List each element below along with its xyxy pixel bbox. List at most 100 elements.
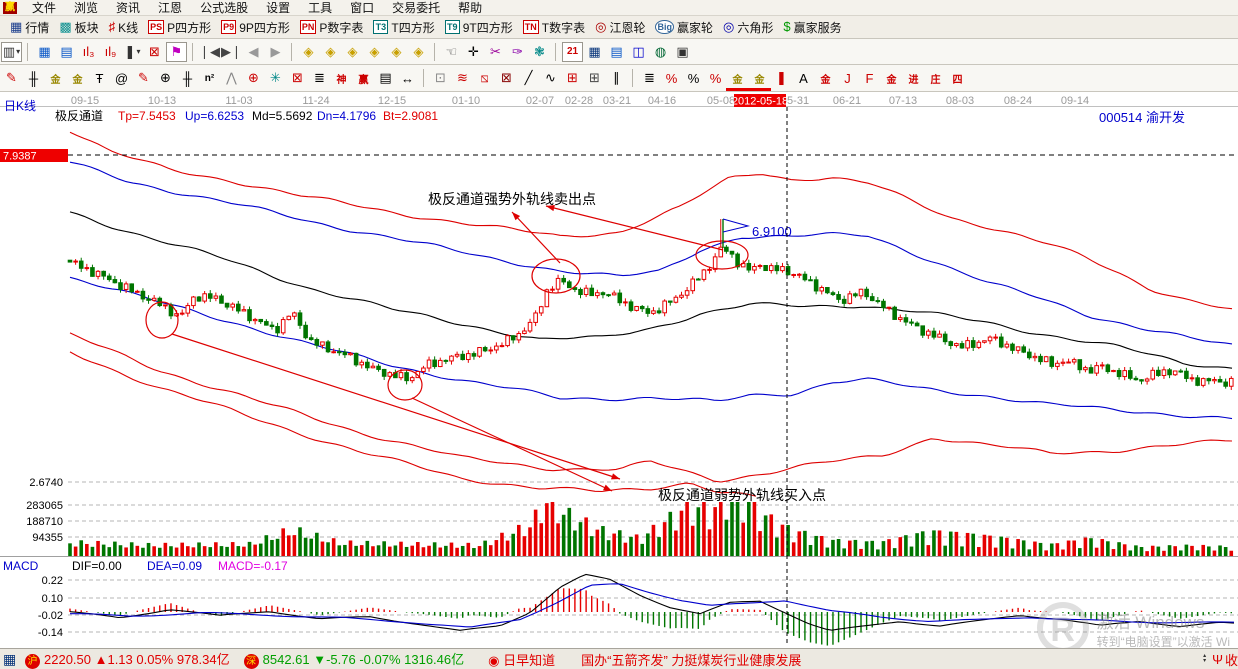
zoom-out-icon[interactable]: ◈ (413, 43, 424, 59)
mirror-icon[interactable]: ⋀ (226, 70, 237, 85)
zoom-down-icon[interactable]: ◈ (369, 43, 380, 59)
toolbar-button[interactable]: T9 9T四方形 (444, 19, 513, 36)
measure-icon[interactable]: ↔ (401, 70, 414, 86)
jin3-line-icon[interactable]: 进 (908, 74, 919, 86)
t-ruler-icon[interactable]: Ŧ (95, 70, 104, 86)
zoom-right-icon[interactable]: ◈ (325, 43, 336, 59)
menu-item[interactable]: 窗口 (350, 1, 375, 15)
chart-area[interactable]: 09-15 10-13 11-03 11-24 12-15 01-10 02-07 02-28… (0, 92, 1238, 654)
zoom-up-icon[interactable]: ◈ (347, 43, 358, 59)
flag-icon[interactable]: ⚑ (166, 41, 187, 62)
news-ticker[interactable]: ◉ 日早知道 国办“五箭齐发” 力挺煤炭行业健康发展 (488, 652, 802, 668)
parallel-icon[interactable]: ∥ (613, 70, 620, 85)
box-tool-icon[interactable]: ⊡ (435, 70, 446, 85)
jin-line-icon[interactable]: 金 (820, 74, 831, 86)
bars-icon[interactable]: ≣ (314, 70, 325, 85)
toolbar-button[interactable]: P9 9P四方形 (221, 19, 290, 36)
crosshair-icon[interactable]: ✛ (468, 43, 479, 59)
j-line-icon[interactable]: J (844, 70, 851, 86)
pencil2-icon[interactable]: ✎ (138, 70, 149, 85)
print-icon[interactable]: ▣ (676, 43, 689, 59)
calendar-icon[interactable]: 21 (562, 41, 583, 62)
web-icon[interactable]: ✳ (270, 70, 281, 85)
toolbar-button[interactable]: TN T数字表 (522, 19, 585, 36)
toolbar-button[interactable]: T3 T四方形 (373, 19, 435, 36)
square-icon[interactable]: n² (204, 72, 215, 84)
analysis-icon[interactable]: ❃ (534, 43, 545, 59)
menu-item[interactable]: 工具 (308, 1, 333, 15)
red-grid-icon[interactable]: ⊞ (567, 70, 578, 85)
chart-3-icon[interactable]: ıl₃ (82, 44, 95, 59)
toolbar-button[interactable]: Big 赢家轮 (655, 19, 713, 36)
save-icon[interactable]: ◫ (632, 43, 645, 59)
ruler2-icon[interactable]: ╫ (182, 70, 193, 86)
shenzhen-index-quote[interactable]: 深 8542.61 ▼-5.76 -0.07% 1316.46亿 (243, 649, 464, 669)
window-grid-icon[interactable]: ▦ (38, 43, 51, 59)
chart-9-icon[interactable]: ıl₉ (104, 44, 117, 59)
marker-icon[interactable]: ✑ (512, 43, 523, 59)
menu-item[interactable]: 文件 (32, 1, 57, 15)
target-icon[interactable]: ⊕ (248, 70, 259, 85)
prev-icon[interactable]: ◀ (248, 43, 259, 59)
gold-coin-icon[interactable]: 金 (726, 68, 749, 91)
menu-item[interactable]: 设置 (266, 1, 291, 15)
menu-item[interactable]: 交易委托 (392, 1, 441, 15)
kline-chart[interactable]: 09-15 10-13 11-03 11-24 12-15 01-10 02-07 02-28… (0, 92, 1238, 649)
candle-pen-icon[interactable]: ❚ (776, 70, 787, 85)
fan-icon[interactable]: ≋ (457, 70, 468, 85)
jin2-line-icon[interactable]: 金 (886, 74, 897, 86)
wave-icon[interactable]: ∿ (545, 70, 556, 85)
gold-grid2-icon[interactable]: 金 (72, 74, 83, 86)
gann-circle-icon[interactable]: ⊕ (160, 70, 171, 85)
f-line-icon[interactable]: F (865, 70, 874, 86)
kline-style-icon[interactable]: ▥ ▾ (1, 41, 22, 62)
shanghai-index-quote[interactable]: 沪 2220.50 ▲1.13 0.05% 978.34亿 (25, 649, 230, 669)
toolbar-button[interactable]: PS P四方形 (148, 19, 211, 36)
toolbar-button[interactable]: ♯ K线 (109, 19, 139, 36)
quote-list-icon[interactable]: ▤ (60, 43, 73, 59)
percent-icon[interactable]: % (687, 70, 700, 86)
calculator-icon[interactable]: ▦ (588, 43, 601, 59)
toolbar-button[interactable]: ▦ 行情 (10, 19, 49, 36)
ying-icon[interactable]: 赢 (358, 74, 369, 86)
zoom-in-icon[interactable]: ◈ (391, 43, 402, 59)
grid-red-icon[interactable]: ⊠ (292, 70, 303, 85)
menu-item[interactable]: 江恩 (158, 1, 183, 15)
toolbar-button[interactable]: PN P数字表 (299, 19, 363, 36)
gold-grid-icon[interactable]: 金 (50, 74, 61, 86)
menu-item[interactable]: 浏览 (74, 1, 99, 15)
zoom-left-icon[interactable]: ◈ (303, 43, 314, 59)
scissors-icon[interactable]: ✂ (490, 43, 501, 59)
percent-red-icon[interactable]: % (665, 70, 678, 86)
hist-icon[interactable]: ≣ (644, 70, 655, 85)
quote-grid-icon[interactable]: ▦ (3, 651, 17, 667)
toolbar-button[interactable]: ▩ 板块 (59, 19, 98, 36)
toolbar-button[interactable]: ◎ 江恩轮 (595, 19, 645, 36)
menu-item[interactable]: 资讯 (116, 1, 141, 15)
first-page-icon[interactable]: ❘◀ (199, 43, 220, 59)
export-icon[interactable]: ◍ (654, 43, 667, 59)
pattern-icon[interactable]: ⊠ (149, 43, 160, 59)
toolbar-button[interactable]: ◎ 六角形 (723, 19, 773, 36)
trend-line-icon[interactable]: ╱ (524, 70, 533, 85)
spinner-control[interactable]: ▴ ▾ (1203, 653, 1207, 664)
fan-box-icon[interactable]: ⧅ (480, 70, 489, 85)
next-icon[interactable]: ▶ (270, 43, 281, 59)
menu-item[interactable]: 公式选股 (200, 1, 249, 15)
gold-coin2-icon[interactable]: 金 (748, 68, 771, 91)
toolbar-button[interactable]: $ 赢家服务 (783, 19, 841, 36)
candle-type-icon[interactable]: ❚ ▾ (124, 43, 141, 59)
zhuang-line-icon[interactable]: 庄 (930, 74, 941, 86)
hand-icon[interactable]: ☜ (445, 43, 458, 59)
ruler-icon[interactable]: ╫ (28, 70, 39, 86)
pencil-icon[interactable]: ✎ (6, 70, 17, 85)
last-page-icon[interactable]: ▶❘ (221, 43, 242, 59)
percent-line-icon[interactable]: % (709, 70, 722, 86)
ruler123-icon[interactable]: ▤ (379, 70, 392, 85)
notes-icon[interactable]: ▤ (610, 43, 623, 59)
gray-grid-icon[interactable]: ⊞ (589, 70, 600, 85)
menu-item[interactable]: 帮助 (458, 1, 483, 15)
grid-fan-icon[interactable]: ⊠ (501, 70, 512, 85)
si-line-icon[interactable]: 四 (952, 74, 963, 86)
text-icon[interactable]: A (799, 70, 808, 86)
